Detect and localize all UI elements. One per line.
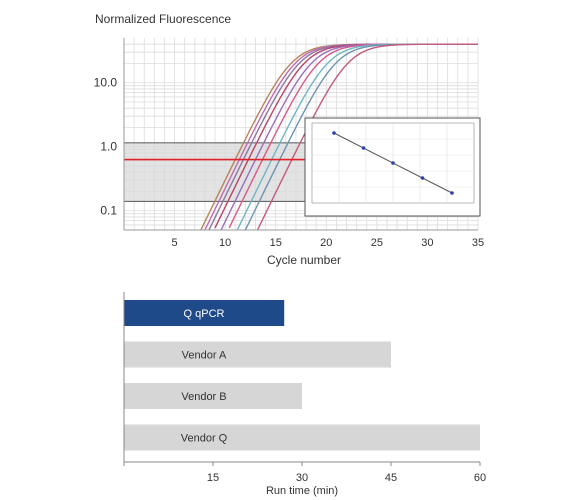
bar-label: Vendor Q [181,433,228,445]
x-tick-label: 5 [172,237,178,249]
bar [124,383,302,409]
y-tick-label: 1.0 [100,140,117,154]
axes [123,38,478,231]
x-tick-label: 30 [421,237,433,249]
bar [124,424,480,451]
inset-point [391,161,395,165]
y-axis-label: Normalized Fluorescence [95,12,231,26]
bar-label: Vendor B [181,391,226,403]
amplification-chart: Normalized Fluorescence 5 10 15 20 25 30 35 10… [94,12,484,267]
amplification-curves [200,43,478,231]
y-tick-label: 0.1 [100,204,117,218]
bar [124,341,391,368]
inset-point [420,176,425,180]
inset-point [332,131,336,135]
inset-grid [312,123,474,203]
y-tick-labels: 10.0 1.0 0.1 [94,76,118,218]
x-tick-labels: 5 10 15 20 25 30 35 [172,237,485,249]
x-tick-label: 25 [371,237,383,249]
x-tick-label: 35 [472,237,484,249]
inset-point [450,191,454,195]
inset-points [332,131,454,195]
inset-point [361,146,366,150]
x-tick-label: 15 [207,472,219,484]
x-tick-label: 30 [296,472,308,484]
y-tick-label: 10.0 [94,76,118,90]
x-tick-label: 45 [385,472,397,484]
bars: Q qPCR Vendor A Vendor B Vendor Q [124,300,480,451]
standard-curve-inset [304,117,481,217]
inset-frame [304,117,481,217]
x-tick-labels: 15 30 45 60 [123,462,486,484]
bar [124,300,285,326]
x-axis-label: Cycle number [267,253,341,267]
bar-label: Vendor A [182,350,227,362]
x-tick-label: 10 [219,237,231,249]
bar-label: Q qPCR [184,308,225,320]
x-tick-label: 20 [320,237,332,249]
x-tick-label: 60 [474,472,486,484]
x-tick-label: 15 [270,237,282,249]
amplification-curve [256,43,478,231]
x-axis-label: Run time (min) [266,485,338,497]
